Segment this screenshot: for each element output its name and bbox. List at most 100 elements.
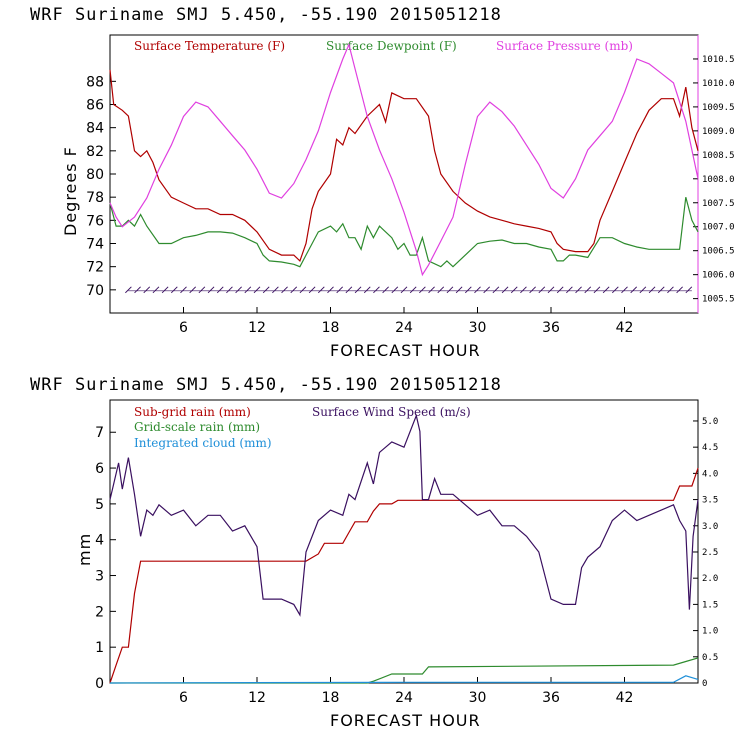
top-plot-frame <box>109 34 699 314</box>
legend-surface-dewpoint: Surface Dewpoint (F) <box>326 39 457 53</box>
y2-tick-label: 3.0 <box>702 522 718 532</box>
wind-barb <box>428 286 435 294</box>
y-tick-label: 6 <box>95 461 104 477</box>
wind-barb <box>299 286 307 294</box>
wind-barb <box>455 286 463 294</box>
wind-barb <box>336 286 344 294</box>
legend-surface-pressure: Surface Pressure (mb) <box>496 39 633 53</box>
wind-barb <box>547 286 555 294</box>
wind-barb <box>363 286 371 294</box>
y-tick-label: 4 <box>95 533 104 549</box>
top-x-axis-label: FORECAST HOUR <box>330 341 481 360</box>
y2-tick-label: 4.5 <box>702 443 718 453</box>
wind-barb <box>409 286 417 294</box>
surface-pressure-mb-line <box>109 42 699 277</box>
y2-tick-label: 1009.0 <box>702 127 735 137</box>
y-tick-label: 3 <box>95 569 104 585</box>
wind-barb <box>317 286 325 294</box>
y2-tick-label: 1008.0 <box>702 175 735 185</box>
y-tick-label: 82 <box>86 144 104 160</box>
y2-tick-label: 1008.5 <box>702 151 735 161</box>
bottom-chart-title: WRF Suriname SMJ 5.450, -55.190 20150512… <box>30 375 502 395</box>
x-tick-label: 12 <box>248 320 266 336</box>
x-tick-label: 42 <box>616 690 634 706</box>
bottom-y-axis-label: mm <box>75 533 94 566</box>
y-tick-label: 5 <box>95 497 104 513</box>
wind-barb <box>464 286 472 294</box>
wind-barb <box>373 286 380 294</box>
y2-tick-label: 1007.0 <box>702 223 735 233</box>
y-tick-label: 70 <box>86 283 104 299</box>
y2-tick-label: 0 <box>702 679 707 689</box>
wind-barb <box>575 286 582 294</box>
wind-barb <box>134 286 141 294</box>
y2-tick-label: 1.0 <box>702 627 718 637</box>
y-tick-label: 72 <box>86 260 104 276</box>
wind-barb <box>657 286 665 294</box>
y-tick-label: 74 <box>86 237 104 253</box>
top-chart-title: WRF Suriname SMJ 5.450, -55.190 20150512… <box>30 5 502 25</box>
legend-surface-wind-speed: Surface Wind Speed (m/s) <box>312 405 471 419</box>
y-tick-label: 88 <box>86 74 104 90</box>
y2-tick-label: 2.5 <box>702 548 718 558</box>
wind-barb <box>667 286 674 294</box>
wind-barb <box>382 286 389 294</box>
y2-tick-label: 5.0 <box>702 417 718 427</box>
wind-barb <box>391 286 399 294</box>
wind-barb <box>180 286 187 294</box>
y-tick-label: 2 <box>95 604 104 620</box>
wind-barb <box>492 286 500 294</box>
wind-barb <box>290 286 298 294</box>
y2-tick-label: 0.5 <box>702 653 718 663</box>
surface-dewpoint-f-line <box>109 197 699 268</box>
y-tick-label: 84 <box>86 121 104 137</box>
y2-tick-label: 1.5 <box>702 600 718 610</box>
wind-barb <box>611 286 619 294</box>
top-chart-panel: WRF Suriname SMJ 5.450, -55.190 20150512… <box>30 5 699 360</box>
wind-barb <box>226 286 233 294</box>
bottom-chart-panel: WRF Suriname SMJ 5.450, -55.190 20150512… <box>30 375 699 730</box>
wind-barb <box>639 286 647 294</box>
wind-barb <box>262 286 270 294</box>
x-tick-label: 36 <box>542 690 560 706</box>
wind-barb <box>474 286 481 294</box>
y-tick-label: 0 <box>95 676 104 692</box>
y2-tick-label: 3.5 <box>702 496 718 506</box>
wind-barb <box>281 286 288 294</box>
wind-barb <box>400 286 408 294</box>
wind-barb <box>556 286 564 294</box>
wind-barb <box>125 286 132 294</box>
x-tick-label: 42 <box>616 320 634 336</box>
wind-barb <box>538 286 546 294</box>
wind-barb <box>189 286 197 294</box>
x-tick-label: 18 <box>322 690 340 706</box>
x-tick-label: 36 <box>542 320 560 336</box>
x-tick-label: 18 <box>322 320 340 336</box>
wind-barb <box>198 286 206 294</box>
wind-barb <box>520 286 527 294</box>
wind-barb <box>253 286 261 294</box>
bottom-x-axis-label: FORECAST HOUR <box>330 711 481 730</box>
wind-barb <box>676 286 683 294</box>
wind-barb <box>529 286 536 294</box>
wind-barb <box>446 286 454 294</box>
x-tick-label: 6 <box>179 690 188 706</box>
wind-barb <box>602 286 610 294</box>
wind-barb <box>308 286 316 294</box>
legend-gridscale-rain: Grid-scale rain (mm) <box>134 420 260 434</box>
y-tick-label: 76 <box>86 213 104 229</box>
x-tick-label: 30 <box>469 690 487 706</box>
wind-barb <box>327 286 334 294</box>
wind-barb <box>235 286 242 294</box>
wind-barb <box>501 286 509 294</box>
wind-barb <box>685 286 693 294</box>
wind-barb <box>419 286 426 294</box>
wind-barb <box>437 286 445 294</box>
wind-barb <box>648 286 656 294</box>
wind-barb <box>483 286 491 294</box>
wind-barb <box>207 286 215 294</box>
wind-barb <box>584 286 592 294</box>
legend-surface-temperature: Surface Temperature (F) <box>134 39 285 53</box>
surface-temperature-f-line <box>109 69 699 262</box>
wind-barb <box>143 286 151 294</box>
